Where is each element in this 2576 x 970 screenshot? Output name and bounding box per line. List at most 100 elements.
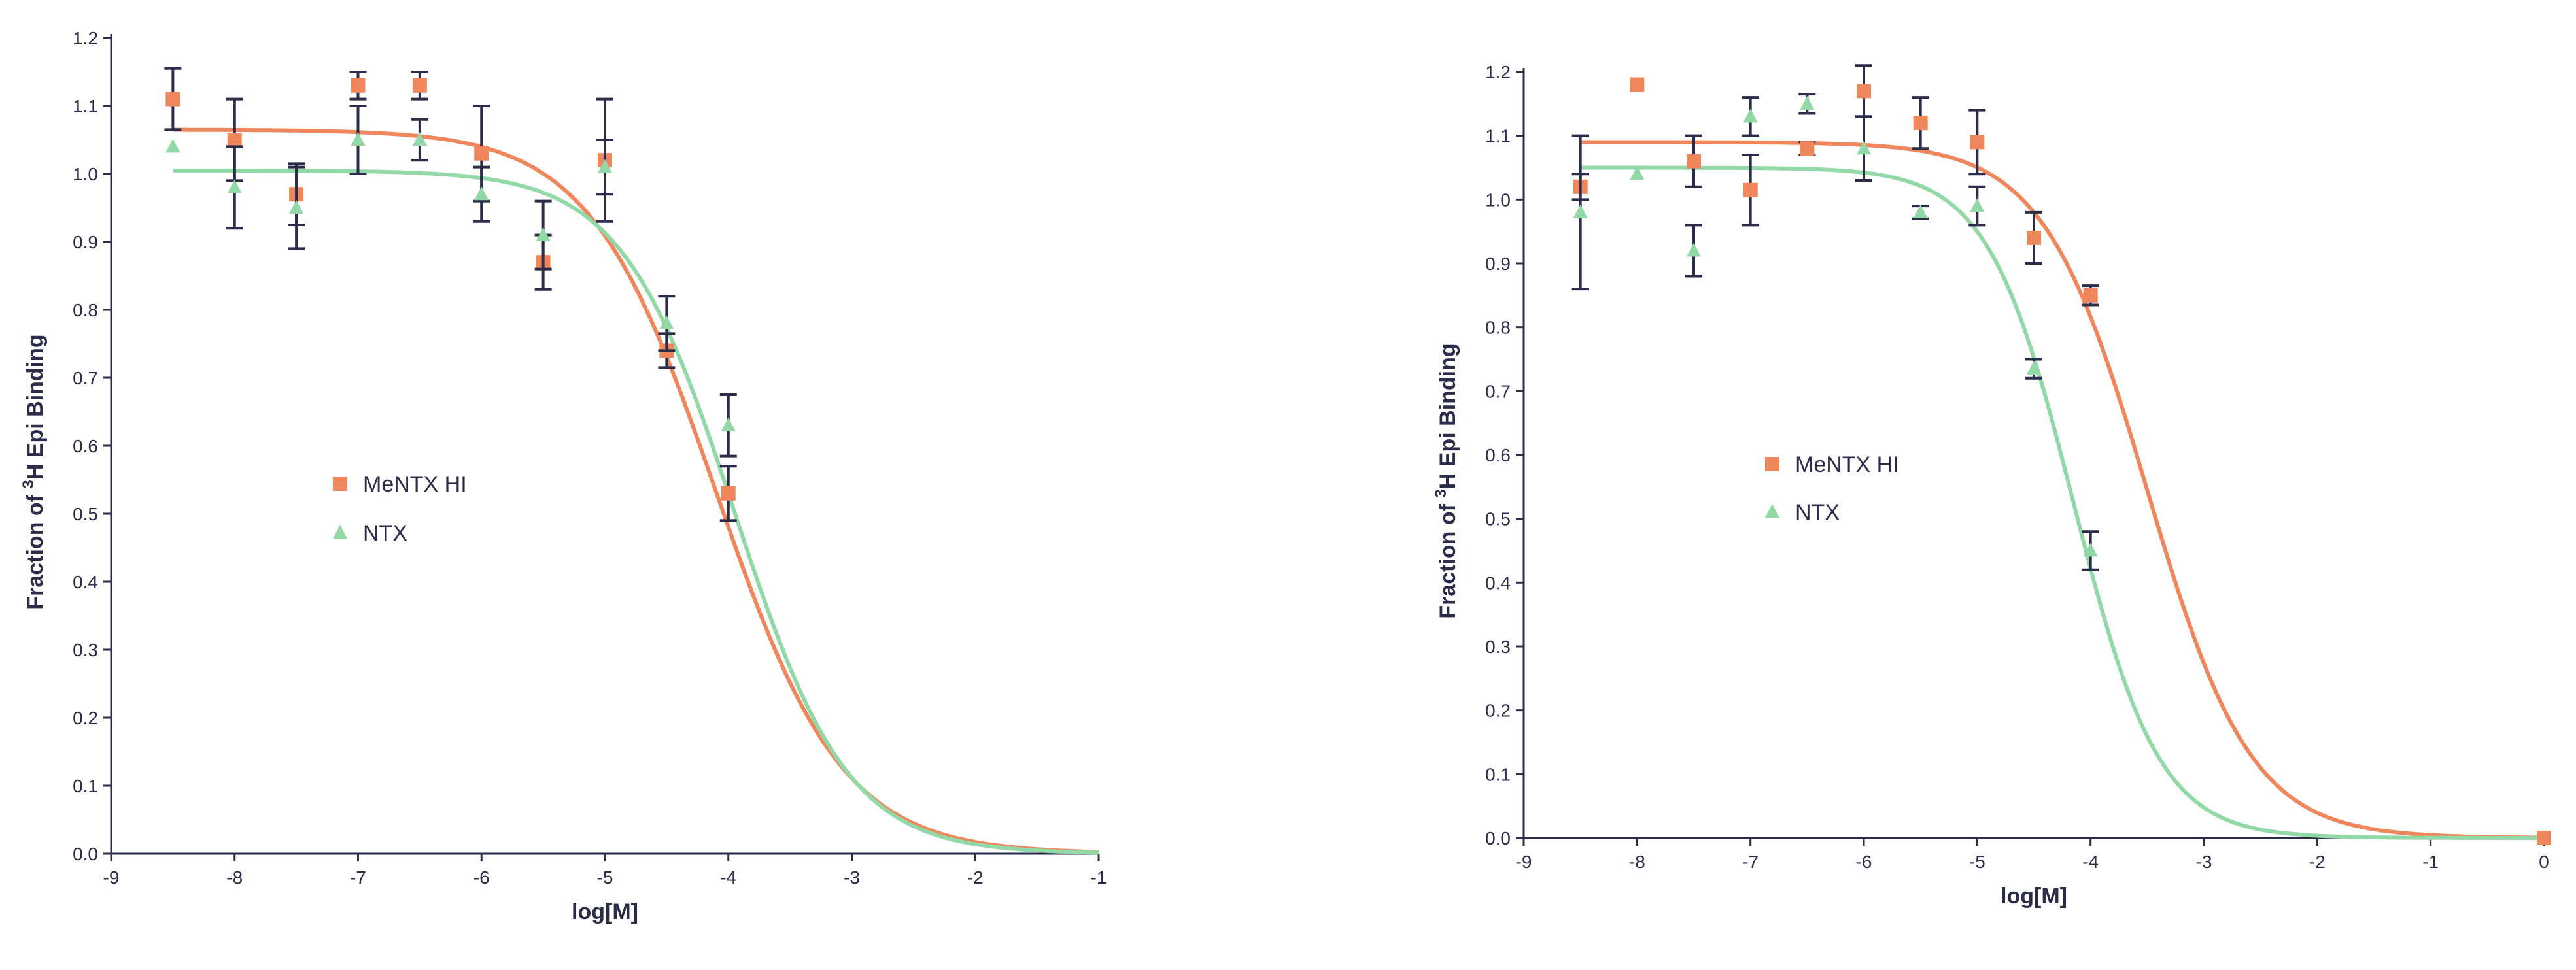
y-tick-label: 0.6 — [73, 436, 98, 456]
x-tick-label: -3 — [2196, 852, 2212, 872]
y-tick-label: 0.3 — [73, 640, 98, 660]
data-point-mentx — [1970, 135, 1985, 150]
left-chart: 0.0 0.1 0.2 0.3 0.4 0.5 0.6 0.7 0.8 0.9 1.0 1.1 1.2 -… — [20, 28, 1107, 924]
data-point-mentx — [1857, 84, 1871, 99]
y-tick-label: 0.5 — [73, 504, 98, 524]
data-point-ntx — [1970, 198, 1985, 212]
data-point-ntx — [1573, 204, 1588, 218]
fit-curve-ntx — [1580, 165, 2544, 840]
x-tick-label: -4 — [2082, 852, 2099, 872]
legend-marker-ntx — [333, 525, 347, 539]
y-axis-title: Fraction of 3H Epi Binding — [20, 334, 48, 609]
y-tick-label: 0.1 — [1485, 764, 1511, 784]
y-tick-label: 0.4 — [73, 572, 98, 592]
data-point-ntx — [598, 159, 612, 173]
x-tick-label: 0 — [2539, 852, 2549, 872]
data-point-ntx — [289, 200, 304, 214]
data-point-mentx — [1743, 182, 1758, 197]
y-tick-label: 1.0 — [1485, 190, 1511, 210]
x-tick-label: -9 — [103, 867, 120, 888]
y-tick-label: 0.9 — [1485, 254, 1511, 274]
x-tick-label: -6 — [473, 867, 490, 888]
x-tick-label: -3 — [844, 867, 860, 888]
data-point-ntx — [1857, 141, 1871, 155]
data-point-ntx — [165, 139, 180, 153]
x-tick-label: -9 — [1516, 852, 1532, 872]
data-point-mentx — [1913, 116, 1928, 131]
data-point-ntx — [659, 315, 674, 329]
y-tick-label: 0.1 — [73, 776, 98, 796]
data-point-ntx — [412, 132, 427, 146]
data-point-ntx — [351, 132, 366, 146]
x-tick-label: -8 — [226, 867, 243, 888]
x-tick-label: -7 — [1742, 852, 1759, 872]
y-tick-label: 1.2 — [1485, 62, 1511, 82]
y-tick-label: 0.4 — [1485, 573, 1511, 593]
y-axis-title: Fraction of 3H Epi Binding — [1432, 343, 1460, 618]
legend-label: NTX — [363, 521, 407, 546]
legend-label: MeNTX HI — [363, 472, 467, 497]
right-chart: 0.0 0.1 0.2 0.3 0.4 0.5 0.6 0.7 0.8 0.9 1.0 1.1 1.2 -… — [1432, 62, 2551, 909]
fit-curve-ntx — [173, 168, 1099, 855]
legend-label: MeNTX HI — [1795, 452, 1899, 477]
x-tick-label: -6 — [1856, 852, 1872, 872]
y-tick-label: 0.6 — [1485, 445, 1511, 465]
legend-marker-ntx — [1765, 504, 1779, 518]
data-point-ntx — [1630, 166, 1645, 180]
y-tick-label: 1.1 — [1485, 126, 1511, 146]
y-tick-label: 1.0 — [73, 164, 98, 184]
y-tick-label: 0.7 — [1485, 381, 1511, 401]
data-point-mentx — [474, 146, 489, 161]
x-tick-label: -1 — [1091, 867, 1107, 888]
data-point-ntx — [1800, 95, 1815, 110]
data-point-ntx — [1687, 242, 1701, 257]
y-tick-label: 0.2 — [73, 708, 98, 728]
x-tick-label: -5 — [597, 867, 613, 888]
y-tick-label: 0.0 — [73, 844, 98, 864]
data-point-ntx — [474, 186, 489, 201]
y-tick-label: 0.5 — [1485, 509, 1511, 529]
legend-marker-mentx — [333, 477, 347, 491]
x-axis-title: log[M] — [2001, 884, 2067, 909]
data-point-ntx — [721, 417, 736, 431]
data-point-mentx — [351, 78, 366, 93]
x-tick-label: -7 — [350, 867, 366, 888]
fit-curve-mentx — [1580, 140, 2544, 840]
data-point-mentx — [412, 78, 427, 93]
data-point-mentx — [2027, 230, 2041, 245]
x-tick-label: -5 — [1969, 852, 1985, 872]
y-tick-label: 0.2 — [1485, 701, 1511, 721]
data-point-mentx — [1687, 154, 1701, 169]
x-tick-label: -8 — [1629, 852, 1645, 872]
x-tick-label: -2 — [2309, 852, 2326, 872]
data-point-ntx — [536, 227, 551, 241]
y-tick-label: 0.8 — [1485, 318, 1511, 338]
data-point-mentx — [2537, 831, 2551, 845]
data-point-mentx — [1800, 141, 1815, 156]
fit-curve-mentx — [173, 127, 1099, 854]
y-tick-label: 0.7 — [73, 368, 98, 388]
data-point-mentx — [2083, 288, 2098, 303]
x-tick-label: -1 — [2422, 852, 2439, 872]
legend-label: NTX — [1795, 500, 1840, 525]
data-point-mentx — [165, 92, 180, 107]
data-point-ntx — [2027, 361, 2041, 375]
y-tick-label: 1.2 — [73, 28, 98, 48]
y-tick-label: 1.1 — [73, 96, 98, 116]
y-tick-label: 0.0 — [1485, 828, 1511, 848]
data-point-mentx — [721, 486, 736, 501]
x-axis-title: log[M] — [572, 899, 638, 924]
data-point-ntx — [1743, 109, 1758, 123]
data-point-ntx — [1913, 204, 1928, 218]
x-tick-label: -4 — [720, 867, 736, 888]
y-tick-label: 0.8 — [73, 300, 98, 320]
y-tick-label: 0.3 — [1485, 637, 1511, 657]
data-point-ntx — [2083, 543, 2098, 557]
data-point-mentx — [1630, 77, 1645, 92]
y-tick-label: 0.9 — [73, 232, 98, 252]
data-point-mentx — [227, 133, 242, 147]
legend-marker-mentx — [1765, 457, 1779, 471]
x-tick-label: -2 — [967, 867, 984, 888]
data-point-ntx — [227, 179, 242, 193]
